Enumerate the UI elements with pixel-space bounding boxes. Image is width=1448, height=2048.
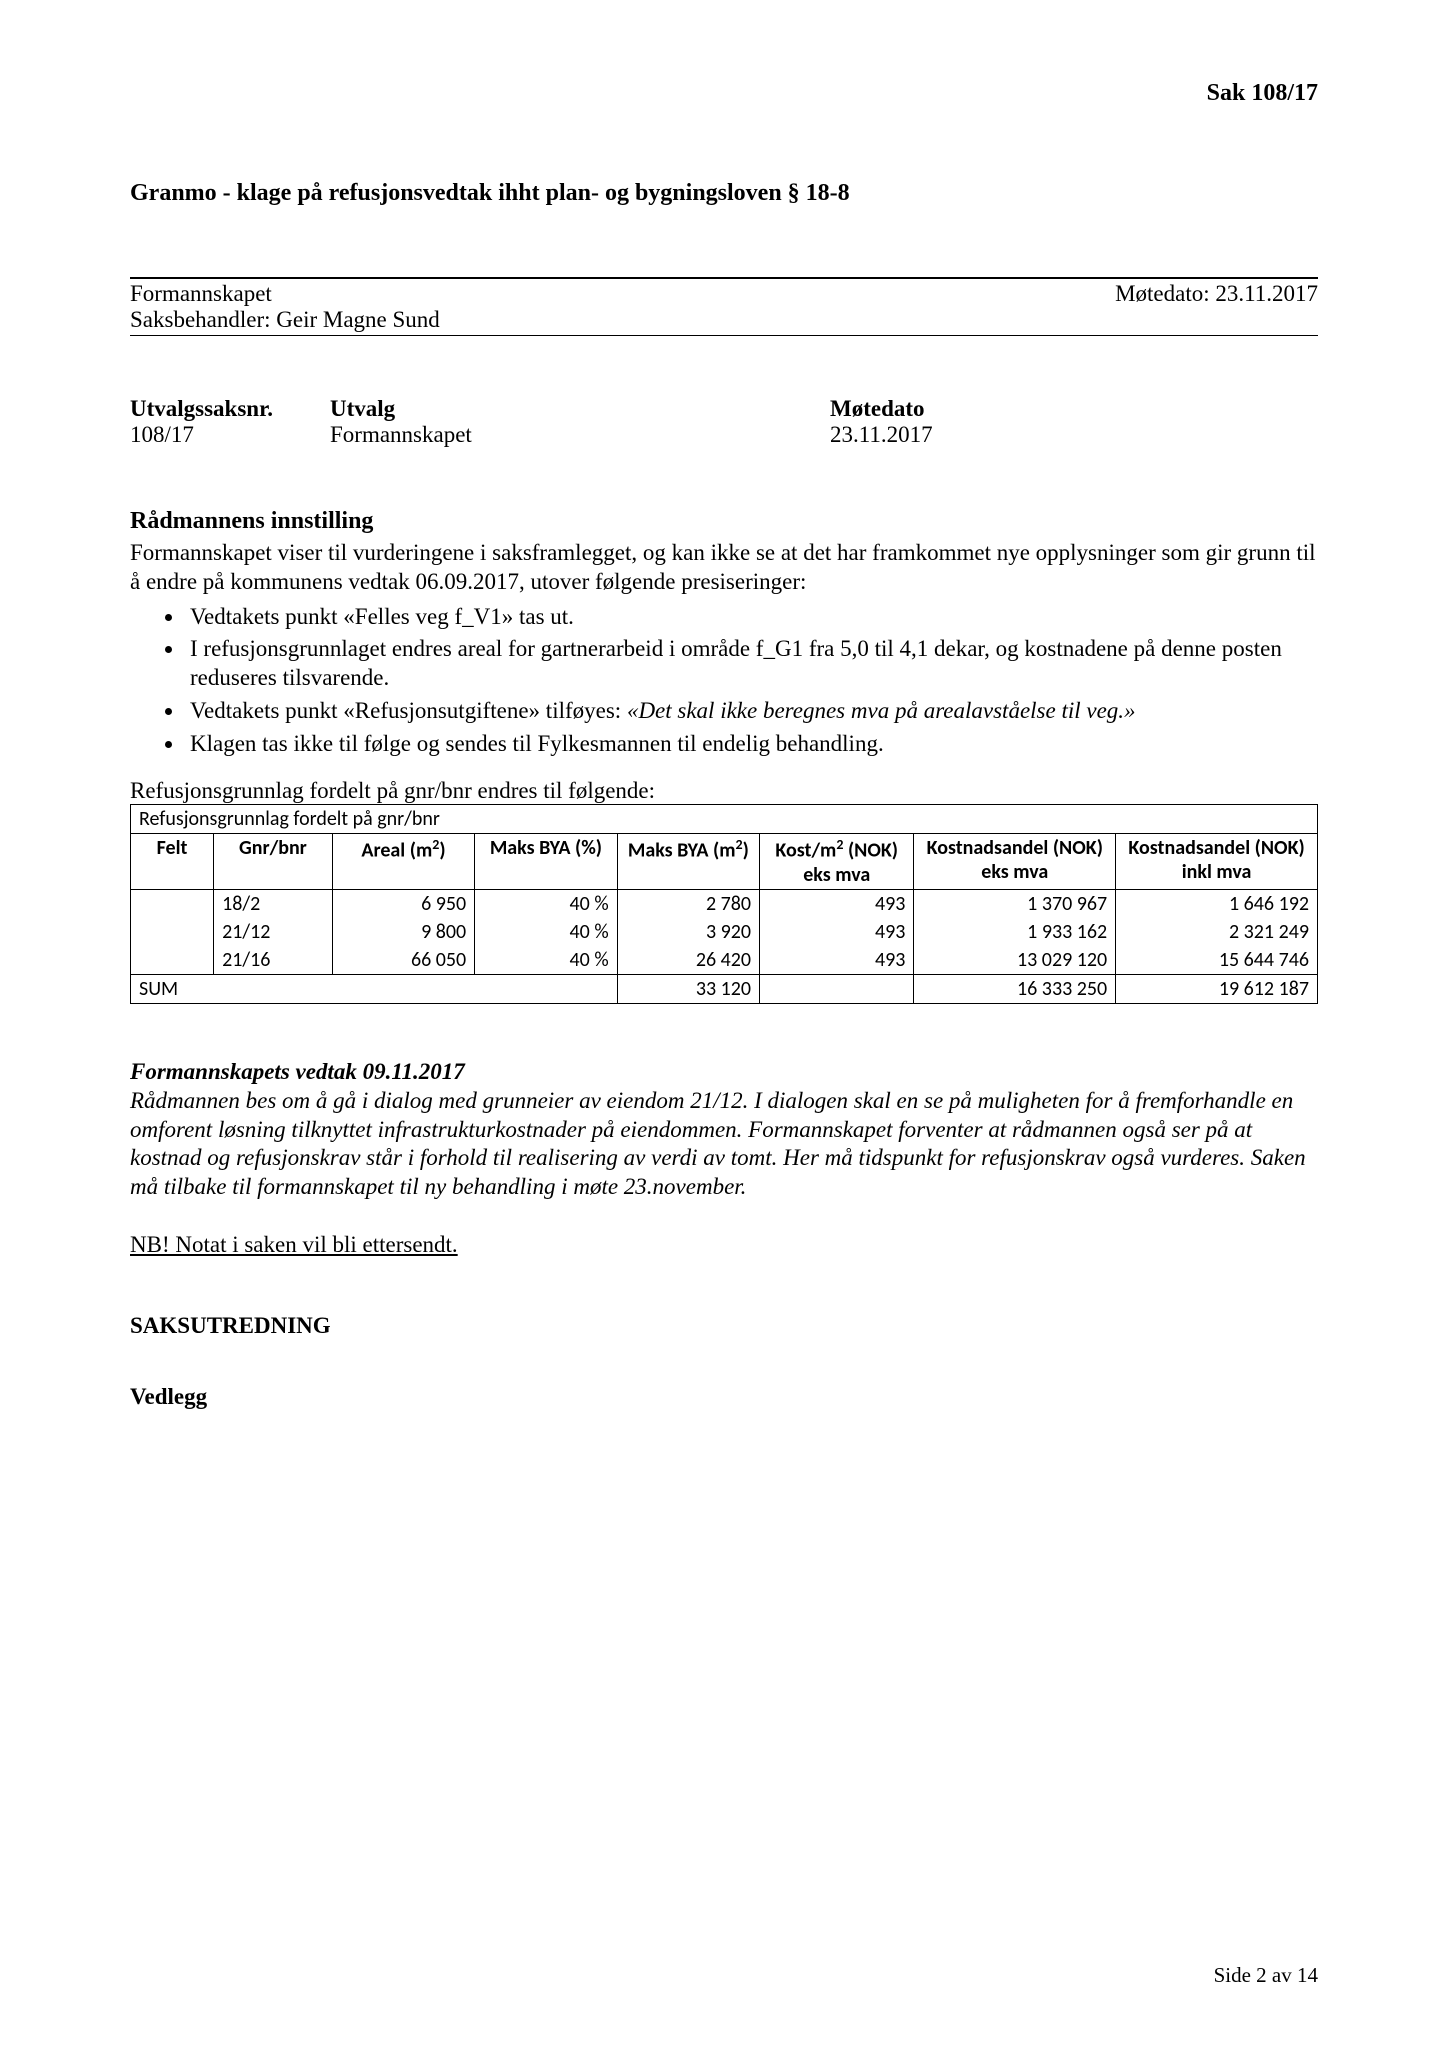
meta-block: Formannskapet Møtedato: 23.11.2017 Saksb… bbox=[130, 277, 1318, 336]
table-sum-label: SUM bbox=[131, 974, 618, 1003]
table-cell: 15 644 746 bbox=[1116, 946, 1318, 975]
table-cell: 2 321 249 bbox=[1116, 918, 1318, 946]
table-cell bbox=[131, 946, 214, 975]
table-sum-cell: 33 120 bbox=[617, 974, 759, 1003]
saksnr-value: 108/17 bbox=[130, 422, 330, 448]
nb-line: NB! Notat i saken vil bli ettersendt. bbox=[130, 1232, 1318, 1258]
table-cell: 13 029 120 bbox=[914, 946, 1116, 975]
innstilling-bullets: Vedtakets punkt «Felles veg f_V1» tas ut… bbox=[130, 603, 1318, 759]
bullet-item: Klagen tas ikke til følge og sendes til … bbox=[185, 730, 1318, 759]
motedato-value: 23.11.2017 bbox=[830, 422, 1318, 448]
table-cell: 21/12 bbox=[214, 918, 333, 946]
bullet-item: Vedtakets punkt «Felles veg f_V1» tas ut… bbox=[185, 603, 1318, 632]
table-cell: 493 bbox=[760, 946, 914, 975]
table-cell: 1 646 192 bbox=[1116, 889, 1318, 918]
table-cell: 40 % bbox=[475, 946, 617, 975]
table-header-cell: Gnr/bnr bbox=[214, 834, 333, 890]
case-officer: Saksbehandler: Geir Magne Sund bbox=[130, 307, 1318, 333]
table-cell: 1 370 967 bbox=[914, 889, 1116, 918]
col-header-saksnr: Utvalgssaksnr. bbox=[130, 396, 330, 422]
innstilling-intro: Formannskapet viser til vurderingene i s… bbox=[130, 539, 1318, 597]
col-header-motedato: Møtedato bbox=[830, 396, 1318, 422]
case-summary-table: Utvalgssaksnr. 108/17 Utvalg Formannskap… bbox=[130, 396, 1318, 448]
table-intro-text: Refusjonsgrunnlag fordelt på gnr/bnr end… bbox=[130, 778, 1318, 804]
vedlegg-heading: Vedlegg bbox=[130, 1384, 1318, 1410]
refusjon-table: Refusjonsgrunnlag fordelt på gnr/bnrFelt… bbox=[130, 804, 1318, 1004]
table-header-cell: Felt bbox=[131, 834, 214, 890]
table-cell: 26 420 bbox=[617, 946, 759, 975]
utvalg-value: Formannskapet bbox=[330, 422, 830, 448]
table-header-cell: Kost/m2 (NOK) eks mva bbox=[760, 834, 914, 890]
table-cell: 3 920 bbox=[617, 918, 759, 946]
table-header-cell: Kostnadsandel (NOK) eks mva bbox=[914, 834, 1116, 890]
table-sum-cell bbox=[760, 974, 914, 1003]
saksutredning-heading: SAKSUTREDNING bbox=[130, 1313, 1318, 1339]
table-cell: 40 % bbox=[475, 918, 617, 946]
table-cell: 9 800 bbox=[332, 918, 474, 946]
table-sum-cell: 16 333 250 bbox=[914, 974, 1116, 1003]
committee-name: Formannskapet bbox=[130, 281, 272, 307]
nb-text: NB! Notat i saken vil bli ettersendt. bbox=[130, 1232, 458, 1257]
table-cell bbox=[131, 889, 214, 918]
table-cell: 21/16 bbox=[214, 946, 333, 975]
table-cell bbox=[131, 918, 214, 946]
innstilling-heading: Rådmannens innstilling bbox=[130, 508, 1318, 535]
table-caption: Refusjonsgrunnlag fordelt på gnr/bnr bbox=[131, 805, 1318, 834]
table-sum-cell: 19 612 187 bbox=[1116, 974, 1318, 1003]
table-header-cell: Kostnadsandel (NOK) inkl mva bbox=[1116, 834, 1318, 890]
bullet-item: Vedtakets punkt «Refusjonsutgiftene» til… bbox=[185, 697, 1318, 726]
table-header-cell: Areal (m2) bbox=[332, 834, 474, 890]
table-cell: 493 bbox=[760, 918, 914, 946]
page-footer: Side 2 av 14 bbox=[1214, 1963, 1318, 1988]
page-title: Granmo - klage på refusjonsvedtak ihht p… bbox=[130, 180, 1318, 207]
table-header-cell: Maks BYA (m2) bbox=[617, 834, 759, 890]
table-cell: 6 950 bbox=[332, 889, 474, 918]
table-cell: 493 bbox=[760, 889, 914, 918]
table-cell: 40 % bbox=[475, 889, 617, 918]
table-cell: 18/2 bbox=[214, 889, 333, 918]
col-header-utvalg: Utvalg bbox=[330, 396, 830, 422]
case-number-header: Sak 108/17 bbox=[1207, 80, 1318, 107]
bullet-item: I refusjonsgrunnlaget endres areal for g… bbox=[185, 635, 1318, 693]
table-header-cell: Maks BYA (%) bbox=[475, 834, 617, 890]
vedtak-heading: Formannskapets vedtak 09.11.2017 bbox=[130, 1059, 1318, 1085]
table-cell: 66 050 bbox=[332, 946, 474, 975]
vedtak-text: Rådmannen bes om å gå i dialog med grunn… bbox=[130, 1087, 1318, 1202]
meeting-date: Møtedato: 23.11.2017 bbox=[1115, 281, 1318, 307]
table-cell: 1 933 162 bbox=[914, 918, 1116, 946]
table-cell: 2 780 bbox=[617, 889, 759, 918]
